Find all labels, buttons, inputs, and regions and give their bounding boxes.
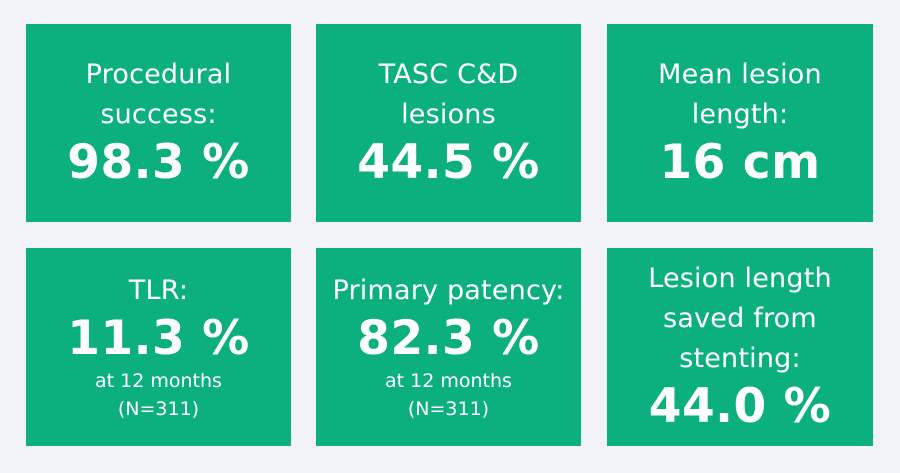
stat-label-line: lesions xyxy=(401,99,496,130)
stat-note-line: (N=311) xyxy=(407,398,490,420)
stat-card-lesion-length-saved: Lesion length saved from stenting: 44.0 … xyxy=(607,248,873,446)
stat-value: 16 cm xyxy=(659,135,821,190)
stat-label-line: Mean lesion xyxy=(658,59,822,90)
stat-card-mean-lesion-length: Mean lesion length: 16 cm xyxy=(607,24,873,222)
stat-value: 82.3 % xyxy=(357,311,540,366)
stat-card-primary-patency: Primary patency: 82.3 % at 12 months (N=… xyxy=(316,248,581,446)
stat-note-line: at 12 months xyxy=(95,370,222,392)
stat-label-line: success: xyxy=(100,99,217,130)
stat-value: 44.5 % xyxy=(357,135,540,190)
stat-label-line: TASC C&D xyxy=(378,59,519,90)
stat-label-line: length: xyxy=(691,99,789,130)
stat-label-line: stenting: xyxy=(679,343,801,374)
stat-value: 98.3 % xyxy=(67,135,250,190)
stat-value: 44.0 % xyxy=(648,379,832,434)
stat-label-line: TLR: xyxy=(128,275,189,306)
stat-card-tlr: TLR: 11.3 % at 12 months (N=311) xyxy=(26,248,291,446)
stat-label-line: Primary patency: xyxy=(332,275,565,306)
stat-label-line: saved from xyxy=(663,303,817,334)
stat-note-line: at 12 months xyxy=(385,370,512,392)
stat-card-tasc-lesions: TASC C&D lesions 44.5 % xyxy=(316,24,581,222)
stat-label-line: Lesion length xyxy=(648,263,832,294)
stat-card-procedural-success: Procedural success: 98.3 % xyxy=(26,24,291,222)
stat-note-line: (N=311) xyxy=(117,398,200,420)
stat-label-line: Procedural xyxy=(85,59,232,90)
stat-value: 11.3 % xyxy=(67,311,250,366)
